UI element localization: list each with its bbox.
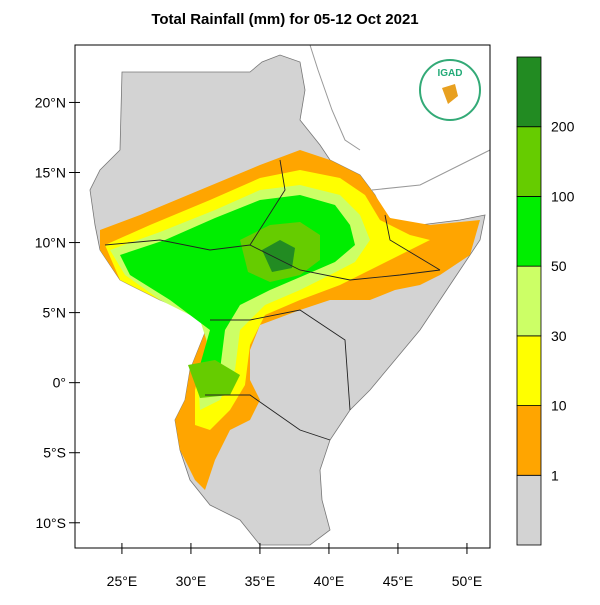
colorbar-label: 50 bbox=[551, 258, 567, 274]
colorbar-label: 100 bbox=[551, 188, 575, 204]
rain-over-200 bbox=[262, 240, 295, 272]
y-tick-label: 10°S bbox=[35, 515, 66, 531]
colorbar-label: 200 bbox=[551, 119, 575, 135]
y-tick-label: 20°N bbox=[35, 94, 66, 110]
map-area: IGAD bbox=[74, 44, 491, 549]
x-tick-label: 30°E bbox=[176, 573, 207, 589]
colorbar-label: 30 bbox=[551, 328, 567, 344]
x-tick-label: 25°E bbox=[107, 573, 138, 589]
rain-lake-victoria bbox=[188, 360, 240, 398]
borders bbox=[104, 159, 441, 441]
x-tick-label: 40°E bbox=[314, 573, 345, 589]
colorbar: 1 10 30 50 100 200 bbox=[516, 56, 575, 546]
map-title: Total Rainfall (mm) for 05-12 Oct 2021 bbox=[151, 11, 418, 28]
x-tick-label: 45°E bbox=[383, 573, 414, 589]
y-tick-label: 5°S bbox=[43, 445, 66, 461]
y-tick-label: 15°N bbox=[35, 165, 66, 181]
coastline bbox=[309, 44, 491, 191]
colorbar-label: 10 bbox=[551, 398, 567, 414]
colorbar-box bbox=[516, 265, 542, 337]
y-tick-label: 10°N bbox=[35, 235, 66, 251]
colorbar-box bbox=[516, 335, 542, 406]
y-tick-label: 0° bbox=[53, 375, 66, 391]
colorbar-box bbox=[516, 126, 542, 197]
logo-text: IGAD bbox=[438, 68, 463, 79]
x-tick-label: 35°E bbox=[245, 573, 276, 589]
colorbar-box bbox=[516, 56, 542, 128]
map-frame bbox=[74, 44, 491, 549]
logo-icon bbox=[442, 84, 458, 104]
colorbar-box bbox=[516, 196, 542, 267]
axes: 25°E 30°E 35°E 40°E 45°E 50°E 20°N 15°N 10°N 5°N 0… bbox=[35, 94, 482, 589]
y-tick-label: 5°N bbox=[43, 305, 67, 321]
x-tick-label: 50°E bbox=[452, 573, 483, 589]
colorbar-label: 1 bbox=[551, 467, 559, 483]
colorbar-box bbox=[516, 405, 542, 476]
colorbar-box bbox=[516, 474, 542, 546]
